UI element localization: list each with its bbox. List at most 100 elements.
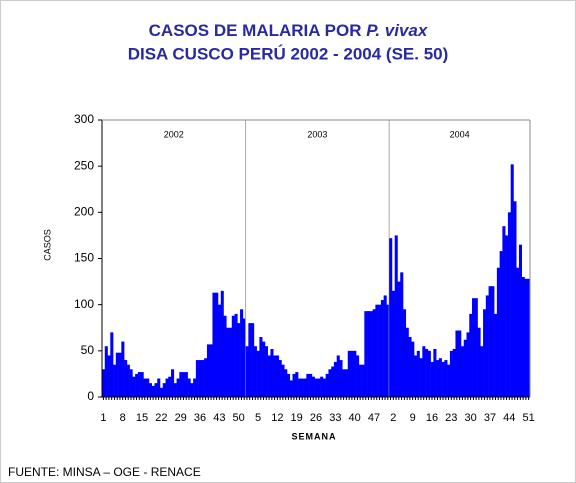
bar: [165, 378, 169, 397]
bar: [425, 348, 429, 397]
bar: [513, 201, 517, 397]
bar: [306, 373, 310, 397]
y-tick-label: 300: [74, 112, 94, 126]
bar: [505, 235, 509, 397]
y-tick-label: 200: [74, 205, 94, 219]
bar: [480, 346, 484, 397]
chart-title: CASOS DE MALARIA POR P. vivax: [149, 21, 429, 40]
bar: [295, 372, 299, 397]
bar: [477, 327, 481, 397]
x-tick-label: 2: [390, 412, 396, 424]
bar: [201, 360, 205, 397]
bar: [494, 313, 498, 397]
bar: [333, 361, 338, 397]
bar: [303, 378, 307, 397]
bar: [209, 344, 213, 397]
bar: [184, 372, 188, 397]
bar: [339, 360, 343, 397]
bar: [378, 304, 382, 397]
x-tick-label: 36: [194, 412, 206, 424]
bar: [466, 332, 470, 397]
bar: [325, 373, 329, 397]
bar: [298, 378, 302, 397]
year-label: 2002: [164, 129, 184, 139]
bar: [154, 383, 158, 397]
bar: [229, 327, 233, 397]
bar: [328, 369, 332, 397]
bar: [430, 361, 434, 397]
bar: [292, 373, 296, 397]
bar: [320, 376, 324, 397]
bar: [369, 311, 373, 397]
bar: [383, 295, 387, 397]
year-label: 2004: [450, 129, 470, 139]
bar: [217, 304, 222, 397]
bar: [198, 360, 202, 397]
bar: [474, 298, 478, 397]
bar: [372, 309, 376, 397]
y-tick-label: 0: [87, 389, 94, 403]
bar: [433, 348, 437, 397]
bar: [353, 350, 357, 397]
bar: [118, 352, 122, 397]
bar: [317, 378, 321, 397]
bar: [242, 318, 246, 397]
bar: [438, 358, 442, 397]
bar: [391, 290, 395, 397]
bar: [309, 373, 313, 397]
bar: [129, 369, 133, 397]
y-tick-label: 50: [81, 343, 95, 357]
bar: [452, 348, 456, 397]
y-tick-label: 250: [74, 158, 94, 172]
bar: [516, 267, 520, 397]
bar: [300, 378, 304, 397]
bar: [259, 336, 263, 397]
bar: [342, 369, 346, 397]
x-tick-label: 8: [120, 412, 126, 424]
bar: [502, 226, 506, 397]
bar: [386, 304, 390, 397]
bar: [264, 346, 268, 397]
x-tick-label: 22: [155, 412, 167, 424]
bar: [113, 364, 117, 397]
bar: [419, 358, 423, 397]
bar: [151, 385, 155, 397]
bar: [521, 276, 525, 397]
bar: [458, 330, 462, 397]
bar: [135, 373, 139, 397]
bar: [322, 378, 326, 397]
bar: [414, 355, 418, 397]
bar: [273, 355, 277, 397]
x-tick-label: 44: [503, 412, 515, 424]
bar: [375, 304, 379, 397]
bar: [344, 369, 349, 397]
bar: [248, 323, 252, 397]
bar: [132, 376, 136, 397]
x-tick-label: 51: [522, 412, 534, 424]
x-tick-label: 30: [465, 412, 477, 424]
bar: [510, 164, 514, 397]
bar: [422, 346, 426, 397]
bar: [491, 286, 495, 397]
bar: [206, 344, 210, 397]
bar: [121, 341, 125, 397]
bar: [400, 272, 404, 397]
bar: [460, 346, 465, 397]
bar: [226, 327, 230, 397]
x-tick-label: 26: [310, 412, 322, 424]
bar: [220, 290, 224, 397]
bar: [231, 315, 235, 397]
chart-subtitle: DISA CUSCO PERÚ 2002 - 2004 (SE. 50): [128, 44, 449, 63]
bar: [416, 350, 420, 397]
bar: [140, 372, 144, 397]
bar: [455, 330, 459, 397]
bar: [405, 327, 409, 397]
bar: [159, 387, 164, 397]
bar: [102, 369, 106, 397]
bar: [427, 350, 431, 397]
bar: [496, 267, 500, 397]
bar: [356, 355, 360, 397]
x-tick-label: 16: [426, 412, 438, 424]
bar: [411, 341, 415, 397]
bar: [256, 350, 260, 397]
